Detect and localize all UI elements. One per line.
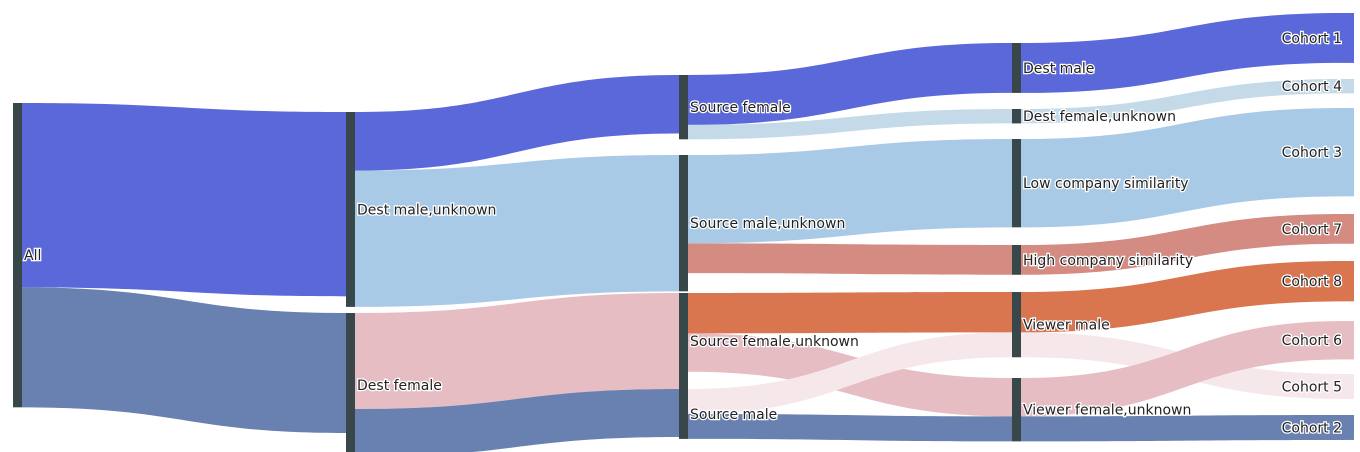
node-cohort2	[1345, 415, 1354, 440]
link-viewer_male-to-cohort8	[1021, 261, 1345, 333]
link-source_female_unknown-to-viewer_male	[688, 292, 1012, 334]
link-high_company_similarity-to-cohort7	[1021, 214, 1345, 275]
link-dest_female-to-source_male	[355, 389, 679, 452]
node-label-dest_male_unknown: Dest male,unknown	[357, 202, 496, 218]
links-layer	[22, 13, 1345, 452]
node-dest_male	[1012, 43, 1021, 93]
node-cohort5	[1345, 374, 1354, 399]
node-cohort1	[1345, 13, 1354, 63]
link-all-to-dest_male_unknown	[22, 103, 346, 297]
node-label-source_male: Source male	[690, 407, 777, 423]
node-label-viewer_male: Viewer male	[1023, 318, 1110, 334]
node-viewer_male	[1012, 292, 1021, 358]
link-dest_female-to-source_female_unknown	[355, 293, 679, 409]
node-cohort6	[1345, 321, 1354, 360]
node-label-cohort6: Cohort 6	[1282, 333, 1342, 349]
node-dest_female_unknown	[1012, 109, 1021, 124]
node-source_female	[679, 75, 688, 140]
link-source_female-to-dest_male	[688, 43, 1012, 125]
node-cohort3	[1345, 108, 1354, 197]
node-label-cohort8: Cohort 8	[1282, 274, 1342, 290]
link-source_male-to-viewer_female_unknown	[688, 413, 1012, 442]
node-dest_male_unknown	[346, 112, 355, 307]
node-low_company_similarity	[1012, 139, 1021, 228]
link-dest_female_unknown-to-cohort4	[1021, 79, 1345, 124]
node-high_company_similarity	[1012, 245, 1021, 275]
node-dest_female	[346, 313, 355, 452]
link-source_female-to-dest_female_unknown	[688, 109, 1012, 140]
node-label-cohort1: Cohort 1	[1282, 31, 1342, 47]
node-all	[13, 103, 22, 408]
node-viewer_female_unknown	[1012, 378, 1021, 442]
link-all-to-dest_female	[22, 287, 346, 433]
link-low_company_similarity-to-cohort3	[1021, 108, 1345, 228]
node-label-high_company_similarity: High company similarity	[1023, 253, 1193, 269]
node-label-source_female: Source female	[690, 100, 791, 116]
labels-layer: All Dest male,unknown Dest female Source fe…	[23, 30, 1344, 438]
node-label-source_male_unknown: Source male,unknown	[690, 216, 845, 232]
node-label-dest_male: Dest male	[1023, 61, 1094, 77]
node-label-source_female_unknown: Source female,unknown	[690, 334, 859, 350]
link-dest_male-to-cohort1	[1021, 13, 1345, 93]
nodes-layer	[13, 13, 1354, 452]
node-label-viewer_female_unknown: Viewer female,unknown	[1023, 403, 1191, 419]
node-source_male_unknown	[679, 155, 688, 292]
node-label-dest_female_unknown: Dest female,unknown	[1023, 109, 1176, 125]
node-source_female_unknown	[679, 293, 688, 389]
node-cohort4	[1345, 79, 1354, 94]
node-source_male	[679, 389, 688, 439]
link-viewer_female_unknown-to-cohort6	[1021, 321, 1345, 417]
node-cohort7	[1345, 214, 1354, 244]
node-label-cohort7: Cohort 7	[1282, 222, 1342, 238]
node-label-low_company_similarity: Low company similarity	[1023, 176, 1189, 192]
link-source_male_unknown-to-high_company_similarity	[688, 243, 1012, 275]
link-source_male_unknown-to-low_company_similarity	[688, 139, 1012, 244]
link-viewer_female_unknown-to-cohort2	[1021, 415, 1345, 442]
node-label-dest_female: Dest female	[357, 378, 442, 394]
link-source_male-to-viewer_male	[688, 332, 1012, 414]
node-label-cohort5: Cohort 5	[1282, 379, 1342, 395]
link-dest_male_unknown-to-source_male_unknown	[355, 155, 679, 307]
node-label-cohort3: Cohort 3	[1282, 145, 1342, 161]
node-label-cohort2: Cohort 2	[1282, 420, 1342, 436]
node-label-all: All	[24, 248, 41, 264]
node-cohort8	[1345, 261, 1354, 302]
link-dest_male_unknown-to-source_female	[355, 75, 679, 171]
node-label-cohort4: Cohort 4	[1282, 79, 1342, 95]
